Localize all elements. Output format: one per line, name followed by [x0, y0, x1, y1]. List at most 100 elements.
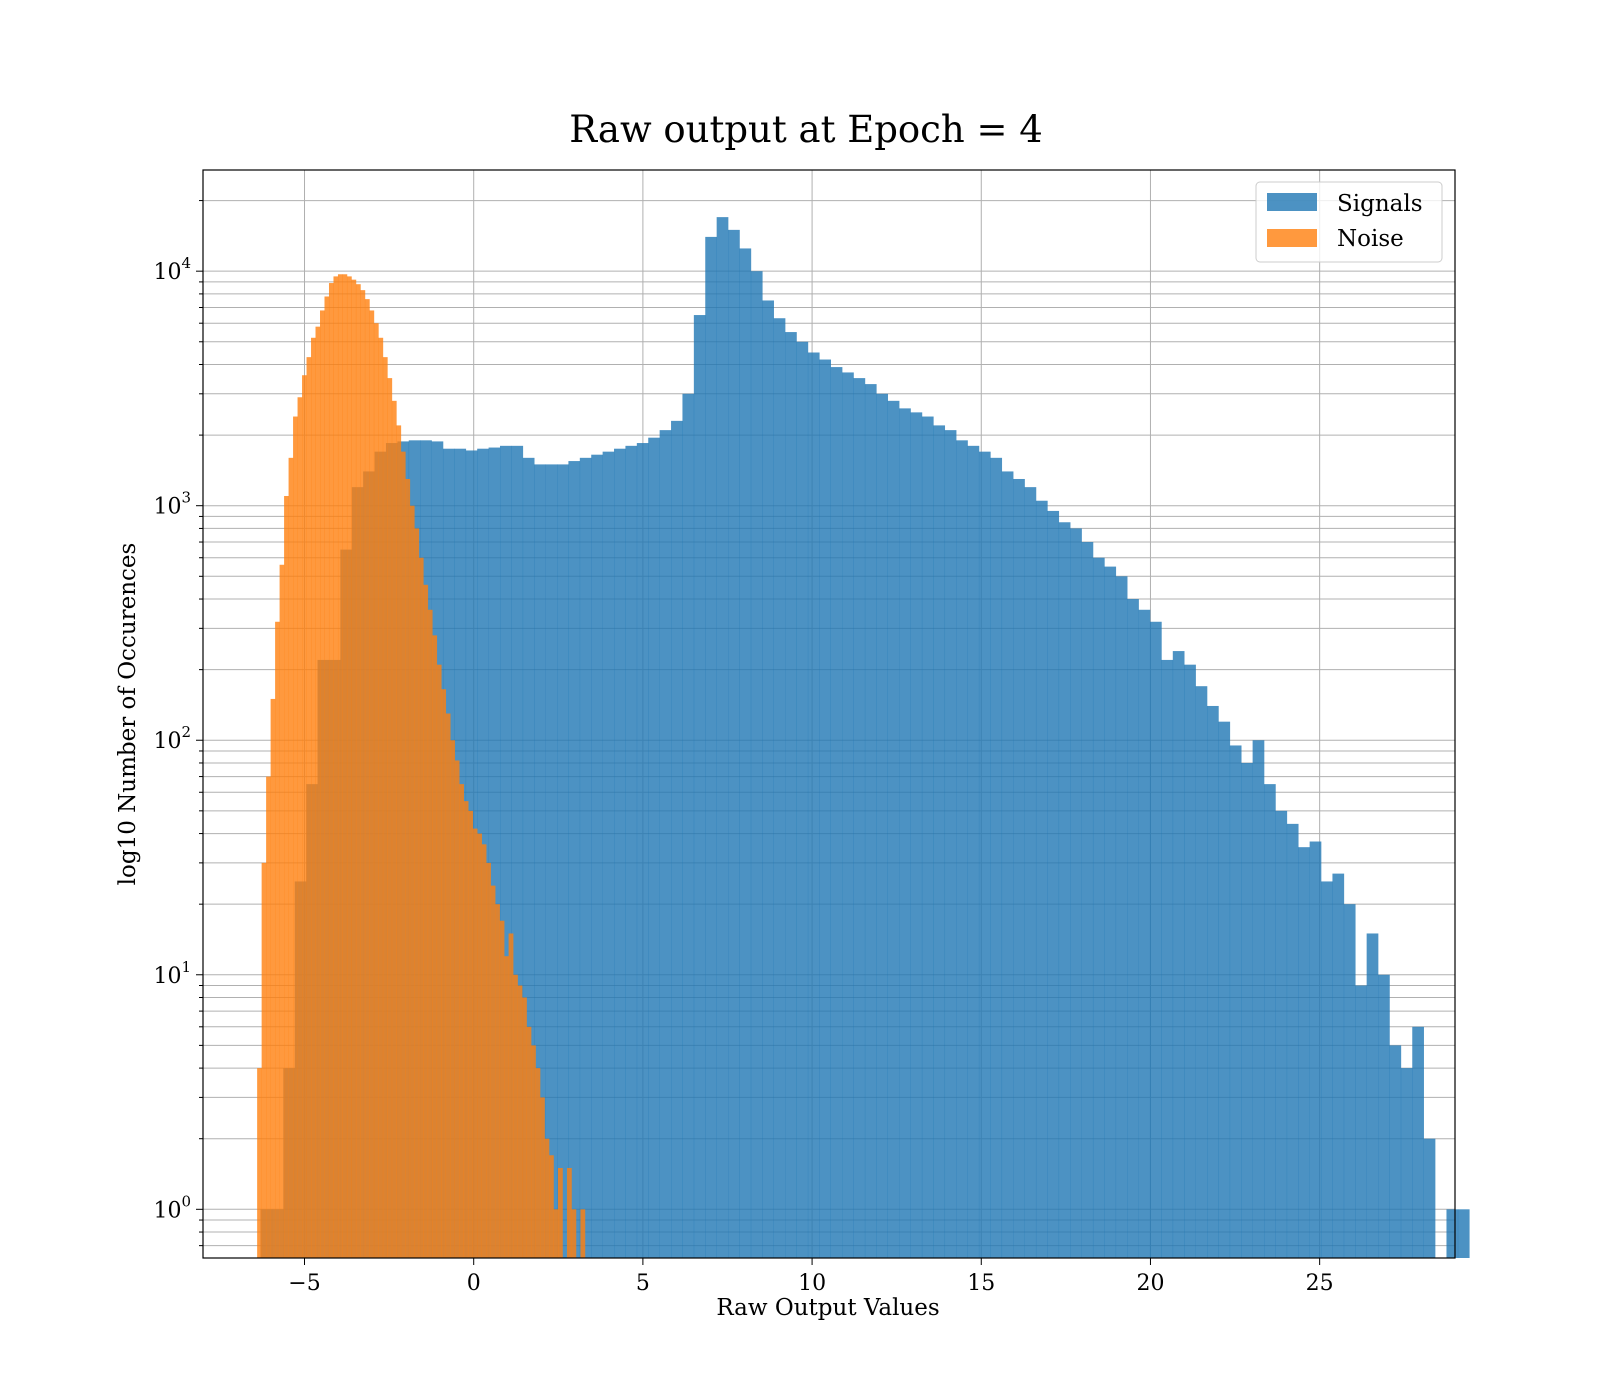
bar-signals	[773, 318, 786, 1258]
bar-signals	[557, 464, 569, 1258]
bar-noise	[544, 1138, 550, 1258]
bar-noise	[355, 284, 361, 1258]
bar-signals	[716, 217, 729, 1259]
bar-signals	[1184, 664, 1196, 1258]
y-tick-label: 104	[153, 254, 191, 285]
x-tick-label: 5	[636, 1271, 650, 1296]
bar-signals	[1378, 974, 1390, 1258]
bar-signals	[864, 384, 877, 1258]
bar-signals	[545, 464, 558, 1258]
bar-noise	[311, 337, 316, 1258]
bar-noise	[405, 478, 411, 1258]
bar-noise	[526, 1026, 532, 1258]
y-tick-label-base: 10	[153, 260, 181, 285]
bar-noise	[382, 357, 388, 1258]
bar-noise	[293, 416, 298, 1259]
bar-noise	[364, 299, 370, 1258]
bar-signals	[1286, 823, 1299, 1258]
y-tick-label-exponent: 4	[181, 254, 191, 272]
bar-noise	[297, 397, 303, 1258]
bar-signals	[1161, 659, 1174, 1258]
bar-noise	[279, 564, 285, 1258]
bar-signals	[1264, 784, 1276, 1258]
bar-noise	[396, 425, 402, 1258]
bar-noise	[490, 885, 496, 1258]
bar-noise	[351, 279, 357, 1258]
bar-noise	[517, 985, 523, 1258]
legend-swatch-noise	[1267, 229, 1317, 247]
y-tick-label-base: 10	[153, 495, 181, 520]
bar-signals	[568, 461, 581, 1259]
bar-signals	[899, 408, 911, 1258]
bar-signals	[842, 372, 854, 1258]
bar-signals	[1138, 609, 1151, 1258]
bar-signals	[1001, 471, 1014, 1259]
x-axis-label: Raw Output Values	[716, 1295, 939, 1321]
x-tick-label: 25	[1306, 1271, 1334, 1296]
y-tick-label-exponent: 1	[181, 958, 191, 976]
bar-signals	[682, 393, 695, 1259]
bar-signals	[499, 445, 512, 1258]
bar-signals	[1355, 985, 1367, 1258]
legend-label-signals: Signals	[1337, 191, 1423, 217]
bar-signals	[1275, 810, 1288, 1258]
bar-signals	[1104, 566, 1117, 1258]
bar-signals	[1070, 528, 1082, 1258]
bar-noise	[261, 862, 267, 1258]
bar-noise	[409, 505, 415, 1259]
bar-signals	[750, 271, 763, 1258]
bar-signals	[796, 341, 809, 1259]
bar-signals	[933, 425, 946, 1258]
bar-signals	[1127, 599, 1139, 1258]
bar-signals	[614, 448, 626, 1259]
bar-signals	[807, 352, 820, 1258]
bar-signals	[762, 300, 774, 1258]
bar-signals	[1172, 651, 1185, 1258]
x-tick-label: 15	[967, 1271, 995, 1296]
bar-signals	[1058, 522, 1071, 1258]
bar-noise	[427, 609, 433, 1258]
bar-signals	[1149, 621, 1162, 1258]
bar-noise	[257, 1068, 262, 1258]
bar-noise	[463, 801, 469, 1258]
bar-signals	[636, 443, 649, 1258]
bar-noise	[360, 290, 366, 1258]
bar-signals	[1423, 1138, 1436, 1258]
y-tick-label-exponent: 0	[181, 1192, 191, 1210]
bar-signals	[990, 457, 1003, 1258]
bar-signals	[648, 437, 660, 1259]
y-tick-label-base: 10	[153, 1198, 181, 1223]
bar-noise	[535, 1068, 541, 1258]
bar-signals	[511, 445, 524, 1258]
bar-noise	[580, 1209, 586, 1258]
bar-signals	[1412, 1026, 1424, 1258]
chart-title: Raw output at Epoch = 4	[569, 108, 1043, 151]
bar-signals	[625, 445, 638, 1258]
y-tick-label-base: 10	[153, 729, 181, 754]
bar-noise	[328, 283, 334, 1259]
bar-noise	[549, 1155, 554, 1258]
bar-noise	[320, 310, 325, 1258]
bar-signals	[1013, 478, 1025, 1258]
bar-signals	[1343, 904, 1356, 1258]
bar-signals	[1047, 510, 1060, 1258]
bar-signals	[659, 430, 672, 1258]
bar-signals	[1366, 933, 1379, 1258]
bar-noise	[486, 862, 491, 1258]
bar-signals	[728, 229, 740, 1259]
bar-noise	[302, 375, 307, 1258]
bar-noise	[454, 760, 460, 1258]
bar-noise	[445, 713, 451, 1258]
bar-signals	[967, 445, 980, 1258]
bar-noise	[481, 844, 487, 1258]
bar-noise	[333, 276, 339, 1258]
bar-signals	[1321, 881, 1333, 1258]
bar-signals	[1309, 841, 1322, 1258]
bar-noise	[284, 495, 289, 1258]
bar-noise	[418, 557, 424, 1258]
bar-noise	[378, 337, 384, 1258]
histogram-bars	[257, 217, 1470, 1259]
y-tick-label-exponent: 2	[181, 723, 191, 741]
bar-signals	[1115, 576, 1128, 1258]
